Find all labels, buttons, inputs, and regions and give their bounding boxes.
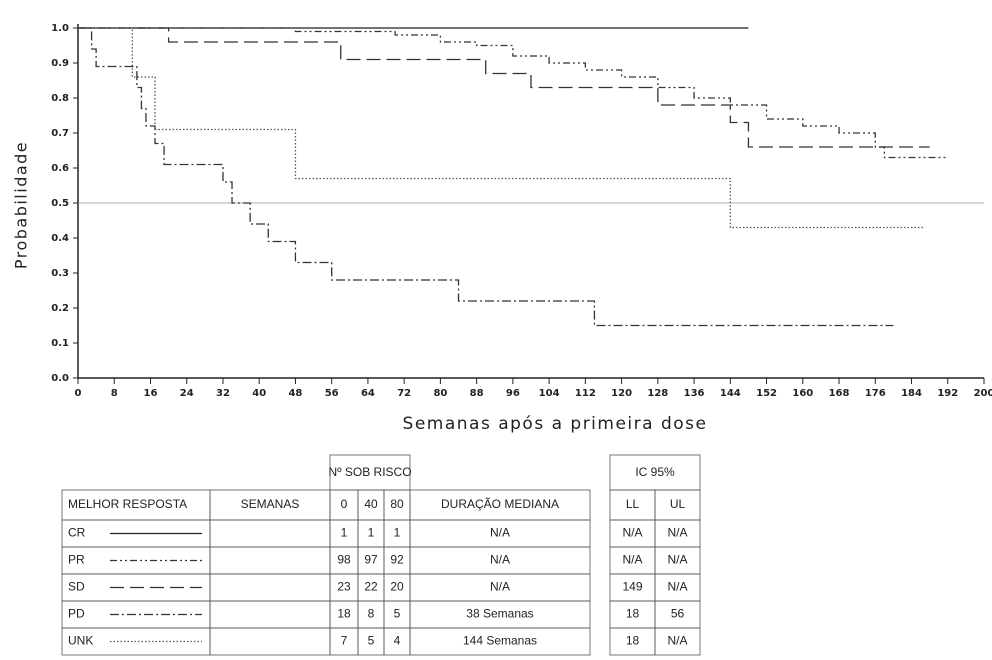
table-value: 8 — [368, 607, 375, 621]
y-tick-label: 1.0 — [51, 23, 69, 34]
x-tick-label: 192 — [937, 388, 958, 399]
x-tick-label: 120 — [611, 388, 632, 399]
row-label: PD — [68, 607, 85, 621]
table-value: N/A — [622, 526, 642, 540]
table-value: 98 — [337, 553, 351, 567]
row-label: CR — [68, 526, 86, 540]
row-label: UNK — [68, 634, 93, 648]
table-cell — [209, 546, 331, 575]
table-value: N/A — [622, 553, 642, 567]
y-tick-label: 0.2 — [51, 303, 69, 314]
table-value: 4 — [394, 634, 401, 648]
x-tick-label: 16 — [144, 388, 158, 399]
table-cell — [409, 627, 591, 656]
x-tick-label: 144 — [720, 388, 741, 399]
table-value: 23 — [337, 580, 351, 594]
table-value: N/A — [667, 526, 687, 540]
x-tick-label: 64 — [361, 388, 375, 399]
y-tick-label: 0.3 — [51, 268, 69, 279]
x-tick-label: 80 — [433, 388, 447, 399]
table-value: N/A — [490, 580, 510, 594]
table-cell — [209, 573, 331, 602]
group-header: Nº SOB RISCO — [328, 465, 411, 479]
column-header: MELHOR RESPOSTA — [68, 497, 187, 511]
x-tick-label: 88 — [470, 388, 484, 399]
x-tick-label: 40 — [252, 388, 266, 399]
table-value: 56 — [671, 607, 685, 621]
x-tick-label: 72 — [397, 388, 411, 399]
survival-curve — [78, 27, 948, 159]
group-header: IC 95% — [635, 465, 675, 479]
table-value: 1 — [341, 526, 348, 540]
y-axis-label: Probabilidade — [12, 141, 31, 269]
table-value: 144 Semanas — [463, 634, 537, 648]
table-value: 1 — [394, 526, 401, 540]
x-tick-label: 48 — [288, 388, 302, 399]
x-tick-label: 56 — [325, 388, 339, 399]
x-tick-label: 168 — [829, 388, 850, 399]
x-tick-label: 96 — [506, 388, 520, 399]
table-cell — [209, 600, 331, 629]
table-value: 5 — [394, 607, 401, 621]
column-header: 80 — [390, 497, 404, 511]
table-value: 22 — [364, 580, 378, 594]
table-value: 18 — [626, 607, 640, 621]
column-header: UL — [670, 497, 686, 511]
x-tick-label: 8 — [111, 388, 118, 399]
table-value: 18 — [626, 634, 640, 648]
y-tick-label: 0.7 — [51, 128, 69, 139]
x-tick-label: 152 — [756, 388, 777, 399]
x-tick-label: 128 — [647, 388, 668, 399]
y-tick-label: 0.0 — [51, 373, 69, 384]
x-tick-label: 160 — [792, 388, 813, 399]
survival-curve — [78, 27, 930, 148]
x-tick-label: 184 — [901, 388, 922, 399]
x-tick-label: 112 — [575, 388, 596, 399]
table-value: N/A — [667, 553, 687, 567]
y-tick-label: 0.6 — [51, 163, 69, 174]
table-value: N/A — [667, 634, 687, 648]
y-tick-label: 0.8 — [51, 93, 69, 104]
column-header: 0 — [341, 497, 348, 511]
y-tick-label: 0.1 — [51, 338, 69, 349]
column-header: SEMANAS — [241, 497, 300, 511]
table-value: 92 — [390, 553, 404, 567]
survival-curve — [78, 27, 926, 229]
survival-curve — [78, 27, 894, 327]
x-axis-label: Semanas após a primeira dose — [403, 414, 708, 434]
row-label: PR — [68, 553, 85, 567]
x-tick-label: 32 — [216, 388, 230, 399]
table-value: 38 Semanas — [466, 607, 533, 621]
x-tick-label: 200 — [974, 388, 992, 399]
column-header: 40 — [364, 497, 378, 511]
table-value: N/A — [490, 526, 510, 540]
table-cell — [209, 627, 331, 656]
table-value: 1 — [368, 526, 375, 540]
x-tick-label: 24 — [180, 388, 194, 399]
y-tick-label: 0.9 — [51, 58, 69, 69]
table-cell — [209, 519, 331, 548]
x-tick-label: 136 — [684, 388, 705, 399]
row-label: SD — [68, 580, 85, 594]
y-tick-label: 0.5 — [51, 198, 69, 209]
table-value: 5 — [368, 634, 375, 648]
table-value: 18 — [337, 607, 351, 621]
column-header: DURAÇÃO MEDIANA — [441, 497, 559, 511]
table-value: 97 — [364, 553, 378, 567]
table-value: N/A — [667, 580, 687, 594]
table-value: N/A — [490, 553, 510, 567]
table-cell — [654, 627, 701, 656]
column-header: LL — [626, 497, 640, 511]
table-value: 20 — [390, 580, 404, 594]
table-value: 7 — [341, 634, 348, 648]
x-tick-label: 0 — [75, 388, 82, 399]
table-value: 149 — [622, 580, 642, 594]
x-tick-label: 104 — [539, 388, 560, 399]
y-tick-label: 0.4 — [51, 233, 69, 244]
x-tick-label: 176 — [865, 388, 886, 399]
